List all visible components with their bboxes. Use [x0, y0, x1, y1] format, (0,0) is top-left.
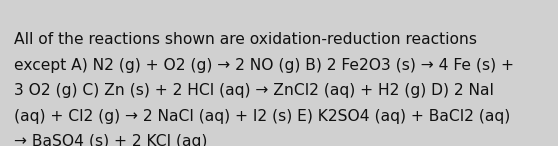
Text: All of the reactions shown are oxidation-reduction reactions: All of the reactions shown are oxidation… — [14, 32, 477, 47]
Text: except A) N2 (g) + O2 (g) → 2 NO (g) B) 2 Fe2O3 (s) → 4 Fe (s) +: except A) N2 (g) + O2 (g) → 2 NO (g) B) … — [14, 58, 514, 73]
Text: 3 O2 (g) C) Zn (s) + 2 HCl (aq) → ZnCl2 (aq) + H2 (g) D) 2 NaI: 3 O2 (g) C) Zn (s) + 2 HCl (aq) → ZnCl2 … — [14, 83, 494, 98]
Text: → BaSO4 (s) + 2 KCl (aq): → BaSO4 (s) + 2 KCl (aq) — [14, 134, 208, 146]
Text: (aq) + Cl2 (g) → 2 NaCl (aq) + I2 (s) E) K2SO4 (aq) + BaCl2 (aq): (aq) + Cl2 (g) → 2 NaCl (aq) + I2 (s) E)… — [14, 109, 510, 124]
